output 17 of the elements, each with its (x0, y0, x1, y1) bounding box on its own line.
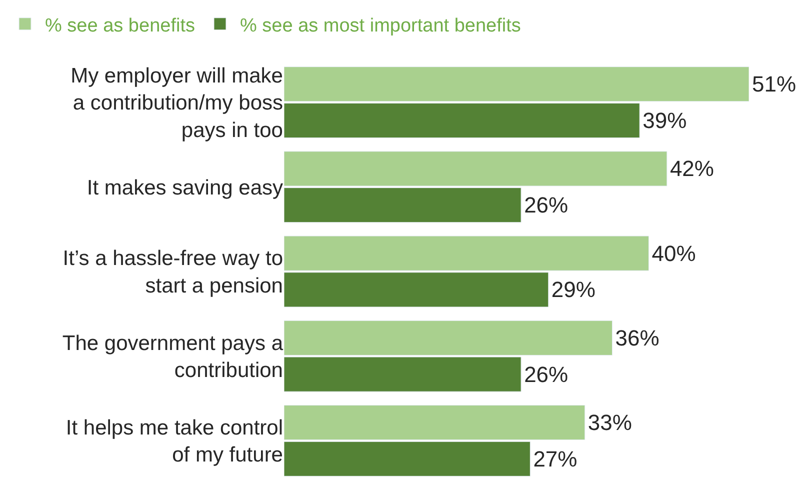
data-label: 39% (642, 108, 687, 133)
legend-label: % see as most important benefits (240, 15, 521, 36)
data-label: 51% (752, 72, 796, 97)
y-tick-label: It’s a hassle-free way to start a pension (62, 247, 283, 298)
data-label: 40% (652, 240, 696, 266)
y-tick-label: My employer will make a contribution/my boss pays in too (70, 64, 283, 142)
legend-label: % see as benefits (45, 15, 195, 36)
data-label: 42% (670, 156, 714, 182)
data-label: 33% (588, 410, 632, 436)
y-tick-label: The government pays a contribution (62, 332, 284, 382)
data-label: 36% (615, 325, 660, 350)
y-tick-label: It helps me take control of my future (66, 416, 283, 467)
data-label: 26% (524, 192, 568, 218)
data-label: 29% (551, 277, 596, 302)
data-label: 27% (533, 446, 578, 472)
y-tick-label: It makes saving easy (86, 176, 284, 200)
data-label: 26% (524, 362, 568, 387)
